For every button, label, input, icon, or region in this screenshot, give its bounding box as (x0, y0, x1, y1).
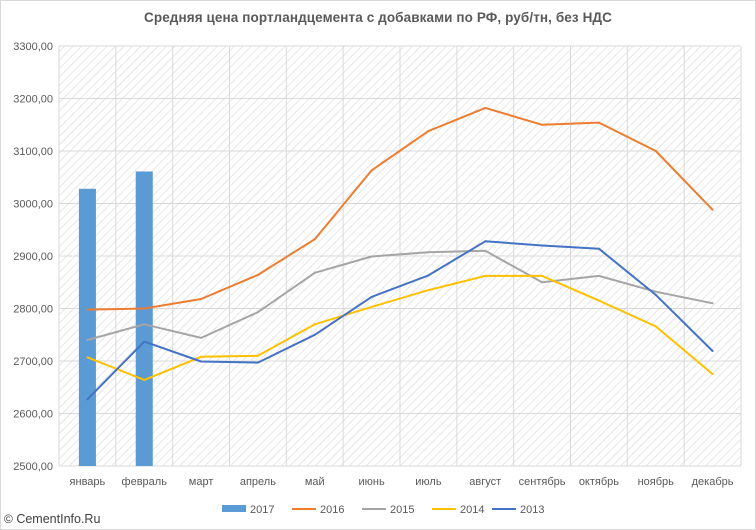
point-2014 (654, 325, 657, 328)
point-2016 (597, 121, 600, 124)
x-tick-label: май (305, 476, 325, 488)
copyright-icon: © (4, 512, 13, 526)
point-2016 (654, 150, 657, 152)
point-2013 (200, 360, 203, 363)
y-tick-label: 3100,00 (13, 146, 53, 158)
point-2013 (256, 361, 259, 364)
point-2015 (711, 302, 714, 305)
y-tick-label: 2500,00 (13, 461, 53, 473)
point-2016 (484, 106, 487, 109)
legend-label-2013: 2013 (520, 504, 544, 516)
point-2015 (654, 290, 657, 293)
point-2016 (427, 130, 430, 133)
point-2015 (541, 281, 544, 284)
y-tick-label: 2600,00 (13, 409, 53, 421)
point-2015 (143, 323, 146, 326)
point-2015 (427, 251, 430, 254)
point-2014 (711, 373, 714, 376)
point-2014 (541, 274, 544, 277)
y-tick-label: 3200,00 (13, 94, 53, 106)
point-2015 (86, 339, 89, 341)
point-2016 (256, 273, 259, 276)
point-2014 (200, 355, 203, 358)
x-tick-label: март (189, 476, 214, 488)
point-2015 (313, 271, 316, 274)
point-2016 (200, 298, 203, 301)
y-tick-label: 2700,00 (13, 356, 53, 368)
point-2015 (370, 255, 373, 258)
x-tick-label: январь (70, 476, 106, 488)
watermark: © CementInfo.Ru (4, 512, 100, 526)
point-2013 (143, 340, 146, 343)
bar-2017 (135, 171, 153, 466)
x-tick-label: октябрь (579, 476, 619, 488)
legend-swatch-2017 (222, 505, 246, 512)
x-axis-ticks: январь февраль март апрель май июнь июль август… (70, 476, 734, 488)
point-2015 (200, 336, 203, 339)
point-2014 (370, 305, 373, 308)
x-tick-label: апрель (240, 476, 276, 488)
point-2016 (541, 123, 544, 126)
point-2013 (654, 293, 657, 296)
legend: 2017 2016 2015 2014 2013 (222, 504, 544, 516)
series-line-2016 (87, 106, 714, 311)
y-tick-label: 3300,00 (13, 41, 53, 53)
point-2014 (143, 378, 146, 381)
point-2013 (86, 398, 89, 401)
point-2014 (313, 323, 316, 326)
point-2015 (597, 274, 600, 277)
y-tick-label: 2800,00 (13, 304, 53, 316)
x-tick-label: июнь (358, 476, 384, 488)
point-2013 (541, 244, 544, 247)
y-tick-label: 3000,00 (13, 199, 53, 211)
point-2015 (256, 311, 259, 314)
bar-series-layer (78, 171, 153, 467)
x-tick-label: декабрь (692, 476, 734, 488)
legend-label-2016: 2016 (320, 504, 344, 516)
series-line-2014 (87, 274, 714, 381)
point-2016 (711, 208, 714, 211)
point-2016 (313, 238, 316, 241)
x-tick-label: февраль (122, 476, 168, 488)
point-2016 (86, 308, 89, 311)
point-2014 (597, 299, 600, 302)
point-2013 (711, 350, 714, 353)
x-tick-label: ноябрь (638, 476, 675, 488)
series-line-2015 (87, 249, 713, 341)
point-2013 (597, 247, 600, 250)
legend-label-2014: 2014 (460, 504, 484, 516)
watermark-text: CementInfo.Ru (16, 512, 101, 526)
line-series-layer (86, 106, 714, 401)
x-tick-label: сентябрь (519, 476, 566, 488)
y-axis-ticks: 2500,00 2600,00 2700,00 2800,00 2900,00 3000,… (13, 41, 53, 473)
point-2014 (86, 356, 89, 359)
x-tick-label: июль (415, 476, 442, 488)
point-2016 (143, 307, 146, 310)
legend-label-2015: 2015 (390, 504, 414, 516)
point-2016 (370, 169, 373, 172)
point-2014 (484, 274, 487, 277)
x-tick-label: август (469, 476, 501, 488)
point-2013 (427, 274, 430, 277)
series-line-2013 (86, 240, 714, 401)
bar-2017 (78, 188, 96, 467)
point-2013 (313, 333, 316, 336)
chart-title: Средняя цена портландцемента с добавками… (144, 10, 612, 25)
point-2014 (256, 354, 259, 357)
legend-label-2017: 2017 (250, 504, 274, 516)
y-tick-label: 2900,00 (13, 251, 53, 263)
point-2013 (370, 295, 373, 298)
point-2015 (484, 249, 487, 252)
point-2014 (427, 289, 430, 292)
point-2013 (484, 240, 487, 243)
